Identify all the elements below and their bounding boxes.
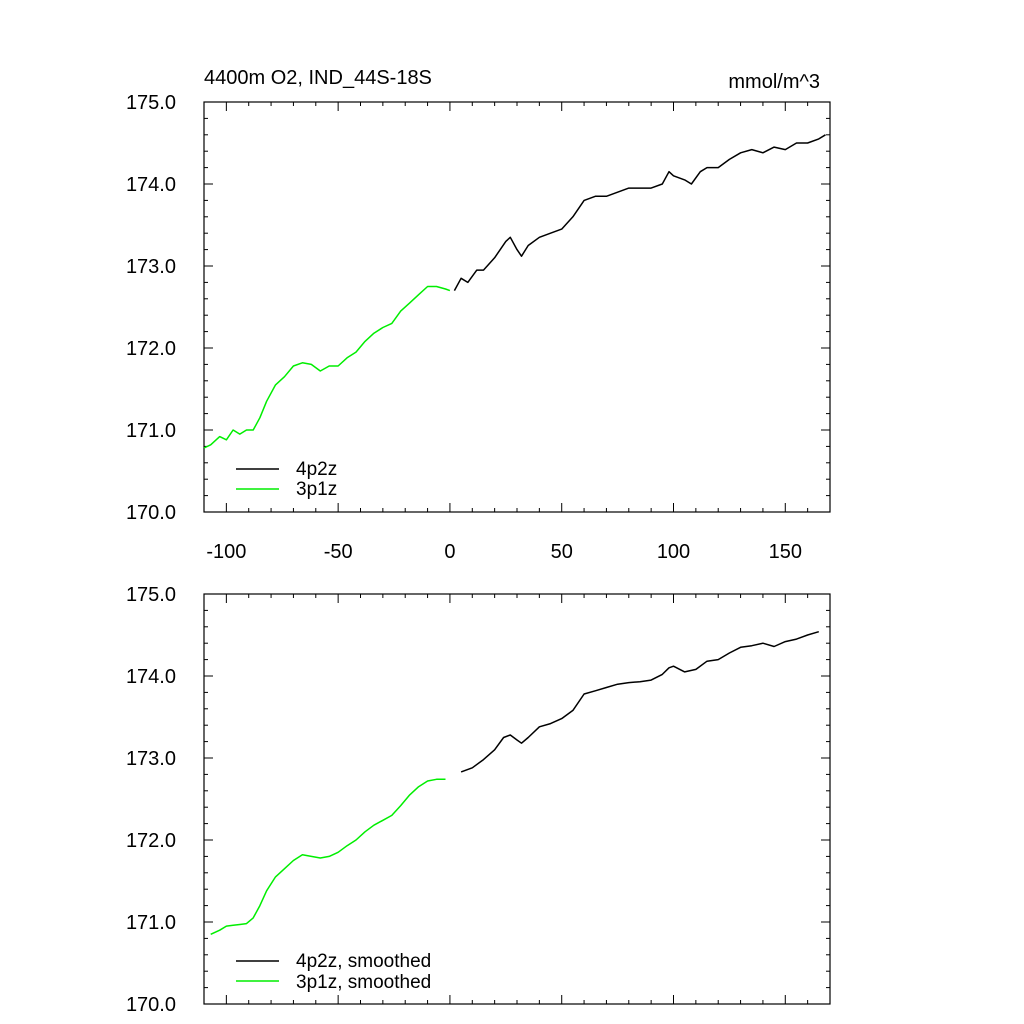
legend-label-4p2z-smoothed: 4p2z, smoothed bbox=[296, 951, 431, 972]
series-lines-top bbox=[203, 134, 826, 449]
series-line-3p1z bbox=[203, 285, 451, 449]
y-tick-label: 172.0 bbox=[126, 830, 176, 852]
y-tick-label: 171.0 bbox=[126, 912, 176, 934]
series-line-3p1z-smoothed bbox=[210, 778, 446, 935]
x-tick-label: 100 bbox=[657, 541, 690, 563]
y-tick-label: 172.0 bbox=[126, 338, 176, 360]
units-label: mmol/m^3 bbox=[728, 71, 820, 93]
y-tick-label: 173.0 bbox=[126, 256, 176, 278]
y-tick-label: 175.0 bbox=[126, 584, 176, 606]
series-line-4p2z bbox=[453, 134, 826, 291]
x-tick-label: -100 bbox=[206, 541, 246, 563]
y-tick-label: 170.0 bbox=[126, 502, 176, 524]
ticks-bottom: 170.0 171.0 172.0 173.0 174.0 175.0 bbox=[126, 584, 831, 1016]
y-tick-label: 171.0 bbox=[126, 420, 176, 442]
legend-label-3p1z: 3p1z bbox=[296, 479, 337, 500]
series-lines-bottom bbox=[210, 630, 820, 935]
y-tick-label: 170.0 bbox=[126, 994, 176, 1016]
top-panel: 4400m O2, IND_44S-18S mmol/m^3 170.0 171.… bbox=[126, 67, 831, 563]
y-tick-label: 173.0 bbox=[126, 748, 176, 770]
bottom-panel: 170.0 171.0 172.0 173.0 174.0 175.0 4p2z, smo… bbox=[126, 584, 831, 1016]
legend-label-4p2z: 4p2z bbox=[296, 459, 337, 480]
chart-title: 4400m O2, IND_44S-18S bbox=[204, 67, 432, 89]
x-tick-label: 0 bbox=[444, 541, 455, 563]
x-tick-label: 50 bbox=[551, 541, 573, 563]
legend-label-3p1z-smoothed: 3p1z, smoothed bbox=[296, 972, 431, 993]
x-tick-label: 150 bbox=[769, 541, 802, 563]
y-tick-label: 174.0 bbox=[126, 666, 176, 688]
series-line-4p2z-smoothed bbox=[460, 630, 820, 773]
ticks-top: 170.0 171.0 172.0 173.0 174.0 175.0 -100 -50 0 50… bbox=[126, 92, 831, 563]
plot-frame-top bbox=[203, 101, 831, 513]
legend-bottom: 4p2z, smoothed 3p1z, smoothed bbox=[236, 951, 431, 993]
x-tick-label: -50 bbox=[324, 541, 353, 563]
y-tick-label: 174.0 bbox=[126, 174, 176, 196]
y-tick-label: 175.0 bbox=[126, 92, 176, 114]
plot-frame-bottom bbox=[203, 593, 831, 1005]
legend-top: 4p2z 3p1z bbox=[236, 459, 337, 500]
